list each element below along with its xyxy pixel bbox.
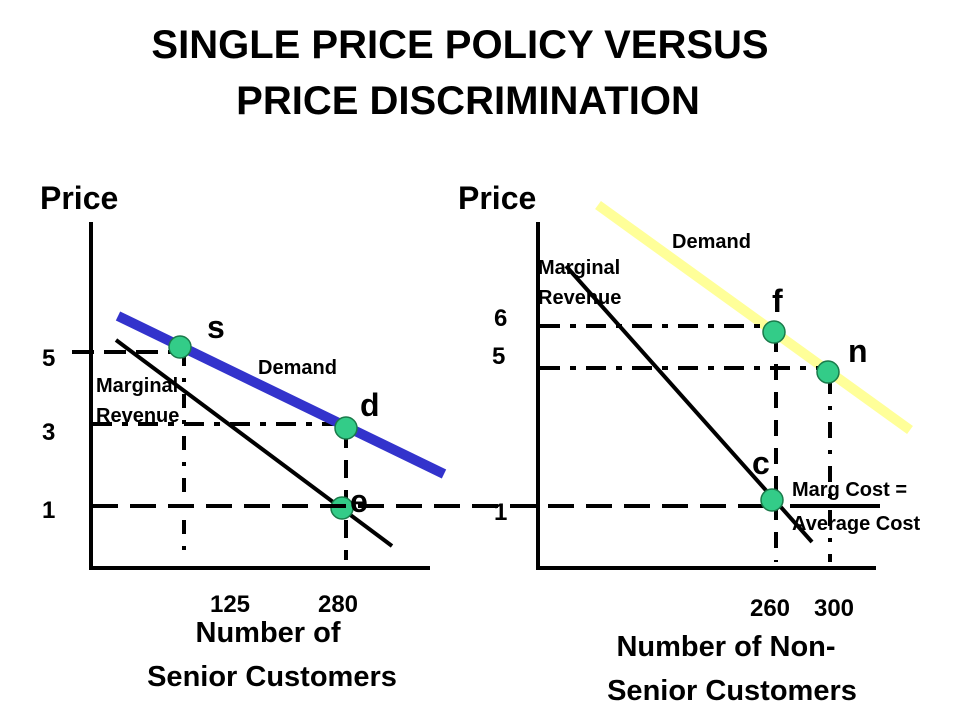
- non-senior-demand-curve: [595, 200, 913, 435]
- chart-title-line-1: SINGLE PRICE POLICY VERSUS: [151, 23, 768, 67]
- senior-x-axis-title-line-1: Number of: [196, 617, 341, 649]
- senior-point-d: [334, 416, 358, 440]
- cost-label-line-2: Average Cost: [792, 513, 921, 535]
- senior-x-tick-125: 125: [210, 591, 250, 618]
- non-senior-point-c-label: c: [752, 445, 770, 481]
- non-senior-x-tick-300: 300: [814, 595, 854, 622]
- senior-axes: [89, 222, 430, 570]
- non-senior-y-tick-1: 1: [494, 499, 507, 526]
- senior-point-s: [168, 335, 192, 359]
- senior-panel: Price Demand Marginal Revenue 5 3 1 125 …: [40, 180, 447, 693]
- non-senior-point-f-label: f: [772, 283, 783, 319]
- non-senior-point-n-label: n: [848, 333, 868, 369]
- senior-point-d-label: d: [360, 387, 380, 423]
- senior-mr-label-line-1: Marginal: [96, 375, 178, 397]
- senior-y-tick-3: 3: [42, 419, 55, 446]
- non-senior-mr-label-line-1: Marginal: [538, 257, 620, 279]
- non-senior-x-axis-title-line-1: Number of Non-: [616, 631, 835, 663]
- non-senior-point-f: [762, 320, 786, 344]
- non-senior-point-c: [760, 488, 784, 512]
- chart-title-line-2: PRICE DISCRIMINATION: [236, 79, 700, 123]
- senior-mr-label-line-2: Revenue: [96, 405, 179, 427]
- non-senior-y-axis-title: Price: [458, 180, 536, 216]
- senior-y-axis-title: Price: [40, 180, 118, 216]
- non-senior-mr-label-line-2: Revenue: [538, 287, 621, 309]
- senior-point-e-label: e: [350, 483, 368, 519]
- cost-label-line-1: Marg Cost =: [792, 479, 907, 501]
- non-senior-x-tick-260: 260: [750, 595, 790, 622]
- senior-x-tick-280: 280: [318, 591, 358, 618]
- senior-demand-label: Demand: [258, 357, 337, 379]
- non-senior-x-axis-title-line-2: Senior Customers: [607, 675, 857, 707]
- non-senior-axes: [536, 222, 876, 570]
- non-senior-panel: Price Demand Marginal Revenue Marg Cost …: [458, 180, 921, 707]
- non-senior-y-tick-5: 5: [492, 343, 505, 370]
- non-senior-y-tick-6: 6: [494, 305, 507, 332]
- non-senior-point-n: [816, 360, 840, 384]
- senior-y-tick-5: 5: [42, 345, 55, 372]
- senior-x-axis-title-line-2: Senior Customers: [147, 661, 397, 693]
- senior-point-s-label: s: [207, 309, 225, 345]
- non-senior-demand-label: Demand: [672, 231, 751, 253]
- senior-y-tick-1: 1: [42, 497, 55, 524]
